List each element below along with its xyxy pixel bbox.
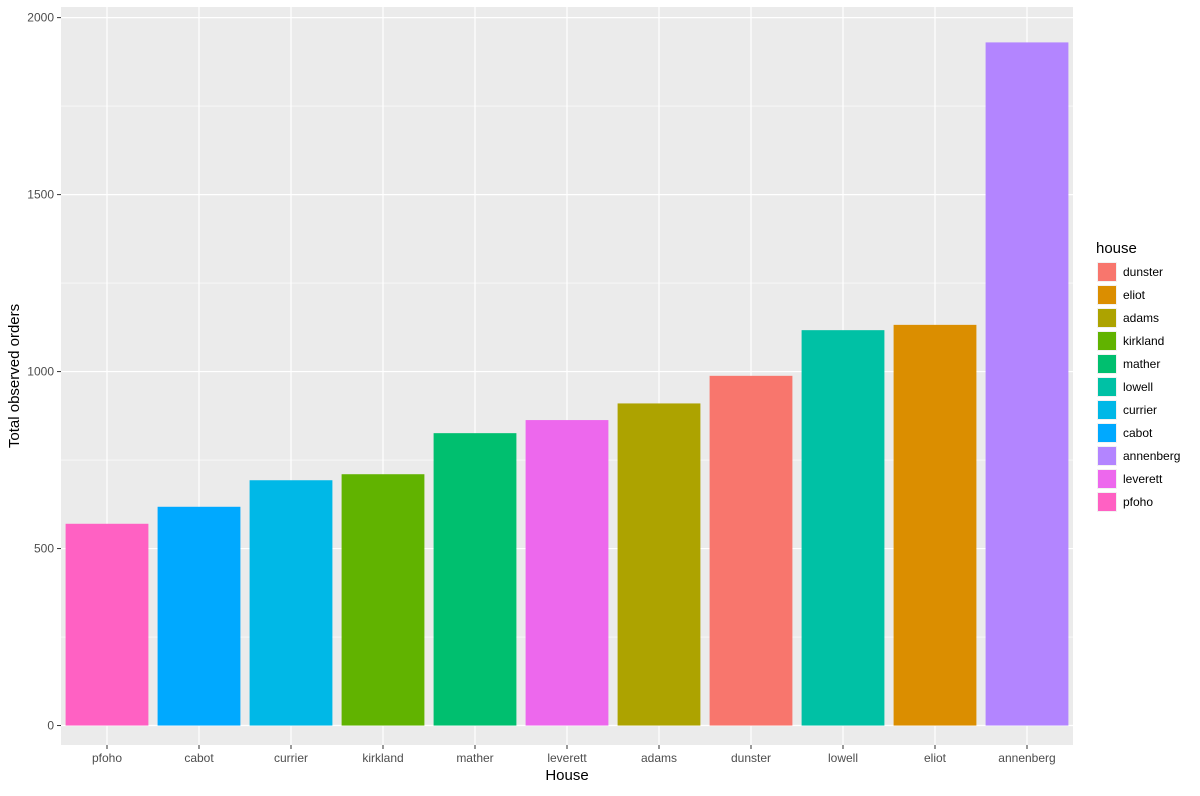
legend: house dunster eliot adams kirkland mather low… bbox=[1096, 240, 1180, 512]
legend-swatch-lowell bbox=[1098, 378, 1116, 396]
legend-swatch-pfoho bbox=[1098, 493, 1116, 511]
legend-label: mather bbox=[1123, 357, 1160, 371]
bar-leverett bbox=[525, 420, 609, 726]
legend-swatch-annenberg bbox=[1098, 447, 1116, 465]
legend-swatch-dunster bbox=[1098, 263, 1116, 281]
x-tick-label: lowell bbox=[828, 751, 858, 765]
legend-label: adams bbox=[1123, 311, 1159, 325]
legend-label: eliot bbox=[1123, 288, 1146, 302]
x-tick-label: mather bbox=[456, 751, 493, 765]
bar-annenberg bbox=[985, 42, 1069, 726]
legend-title: house bbox=[1096, 240, 1137, 257]
x-tick-label: adams bbox=[641, 751, 677, 765]
x-axis: pfoho cabot currier kirkland mather leverett a… bbox=[92, 745, 1056, 765]
y-tick-label: 1000 bbox=[27, 365, 54, 379]
x-tick-label: kirkland bbox=[362, 751, 403, 765]
legend-swatch-kirkland bbox=[1098, 332, 1116, 350]
bar-pfoho bbox=[65, 523, 149, 726]
legend-label: kirkland bbox=[1123, 334, 1164, 348]
legend-swatch-adams bbox=[1098, 309, 1116, 327]
x-tick-label: eliot bbox=[924, 751, 947, 765]
x-tick-label: currier bbox=[274, 751, 308, 765]
legend-swatch-leverett bbox=[1098, 470, 1116, 488]
legend-swatch-cabot bbox=[1098, 424, 1116, 442]
legend-swatch-currier bbox=[1098, 401, 1116, 419]
y-tick-label: 500 bbox=[34, 542, 54, 556]
y-tick-label: 1500 bbox=[27, 188, 54, 202]
x-axis-title: House bbox=[545, 767, 588, 784]
y-tick-label: 2000 bbox=[27, 11, 54, 25]
x-tick-label: leverett bbox=[547, 751, 587, 765]
bar-cabot bbox=[157, 506, 241, 726]
x-tick-label: pfoho bbox=[92, 751, 122, 765]
bar-mather bbox=[433, 433, 517, 726]
legend-label: cabot bbox=[1123, 426, 1153, 440]
legend-label: currier bbox=[1123, 403, 1157, 417]
legend-label: annenberg bbox=[1123, 449, 1180, 463]
x-tick-label: annenberg bbox=[998, 751, 1055, 765]
bars-group bbox=[65, 42, 1069, 726]
x-tick-label: dunster bbox=[731, 751, 771, 765]
bar-currier bbox=[249, 480, 333, 726]
legend-items: dunster eliot adams kirkland mather lowell cur… bbox=[1097, 262, 1180, 512]
legend-label: lowell bbox=[1123, 380, 1153, 394]
y-axis: 0 500 1000 1500 2000 bbox=[27, 11, 61, 733]
y-axis-title: Total observed orders bbox=[6, 304, 23, 448]
bar-kirkland bbox=[341, 474, 425, 726]
bar-dunster bbox=[709, 375, 793, 726]
legend-swatch-mather bbox=[1098, 355, 1116, 373]
bar-lowell bbox=[801, 330, 885, 726]
bar-eliot bbox=[893, 324, 977, 726]
legend-label: pfoho bbox=[1123, 495, 1153, 509]
legend-label: leverett bbox=[1123, 472, 1163, 486]
x-tick-label: cabot bbox=[184, 751, 214, 765]
bar-adams bbox=[617, 403, 701, 726]
legend-swatch-eliot bbox=[1098, 286, 1116, 304]
y-tick-label: 0 bbox=[47, 719, 54, 733]
legend-label: dunster bbox=[1123, 265, 1163, 279]
